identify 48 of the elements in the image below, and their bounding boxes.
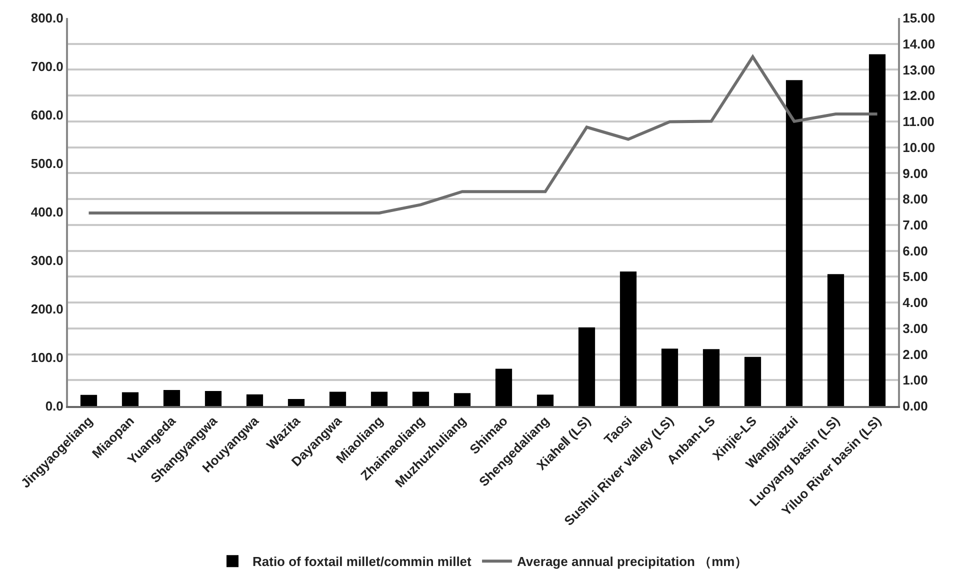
y2-tick-label: 7.00	[902, 217, 928, 232]
bar	[204, 391, 222, 406]
bar	[80, 394, 98, 406]
y2-tick-label: 5.00	[902, 269, 928, 284]
bar	[620, 271, 637, 406]
bar	[786, 80, 803, 406]
y-tick-label: 800.0	[30, 10, 64, 26]
legend-label: Ratio of foxtail millet/commin millet	[252, 554, 472, 570]
y2-tick-label: 1.00	[902, 372, 928, 388]
bar	[246, 394, 264, 406]
y2-tick-label: 2.00	[902, 346, 928, 362]
y2-tick-label: 15.00	[902, 10, 936, 26]
y-tick-label: 400.0	[30, 204, 64, 220]
y2-tick-label: 12.00	[902, 88, 936, 104]
bar	[661, 348, 678, 406]
y2-tick-label: 9.00	[902, 166, 928, 181]
y2-tick-label: 0.00	[902, 398, 928, 414]
y-tick-label: 600.0	[30, 108, 64, 123]
bar	[412, 392, 430, 406]
y2-tick-label: 10.00	[902, 140, 936, 155]
y-tick-label: 500.0	[30, 156, 64, 172]
bar	[744, 356, 762, 406]
y2-tick-label: 11.00	[902, 114, 934, 130]
y2-tick-label: 8.00	[902, 192, 928, 207]
y-tick-label: 100.0	[30, 350, 64, 366]
bar	[370, 392, 388, 406]
bar	[122, 392, 139, 406]
bar	[163, 390, 180, 406]
bar	[329, 392, 346, 406]
y-tick-label: 700.0	[30, 59, 64, 74]
y2-tick-label: 13.00	[902, 62, 936, 78]
bar	[578, 327, 596, 406]
y2-tick-label: 6.00	[902, 243, 928, 258]
bar	[536, 394, 554, 406]
bar	[868, 54, 886, 406]
y2-tick-label: 3.00	[902, 320, 928, 336]
line-series	[87, 55, 879, 214]
y2-tick-label: 14.00	[902, 36, 936, 52]
legend-label: Average annual precipitation （mm）	[517, 554, 748, 570]
bar	[827, 274, 844, 406]
y-tick-label: 200.0	[30, 302, 64, 317]
bar	[288, 399, 305, 406]
bar	[454, 393, 471, 406]
y2-tick-label: 4.00	[902, 295, 928, 310]
bar	[495, 368, 512, 406]
y-tick-label: 300.0	[30, 253, 64, 268]
bar	[702, 349, 720, 406]
y-tick-label: 0.0	[45, 398, 64, 414]
